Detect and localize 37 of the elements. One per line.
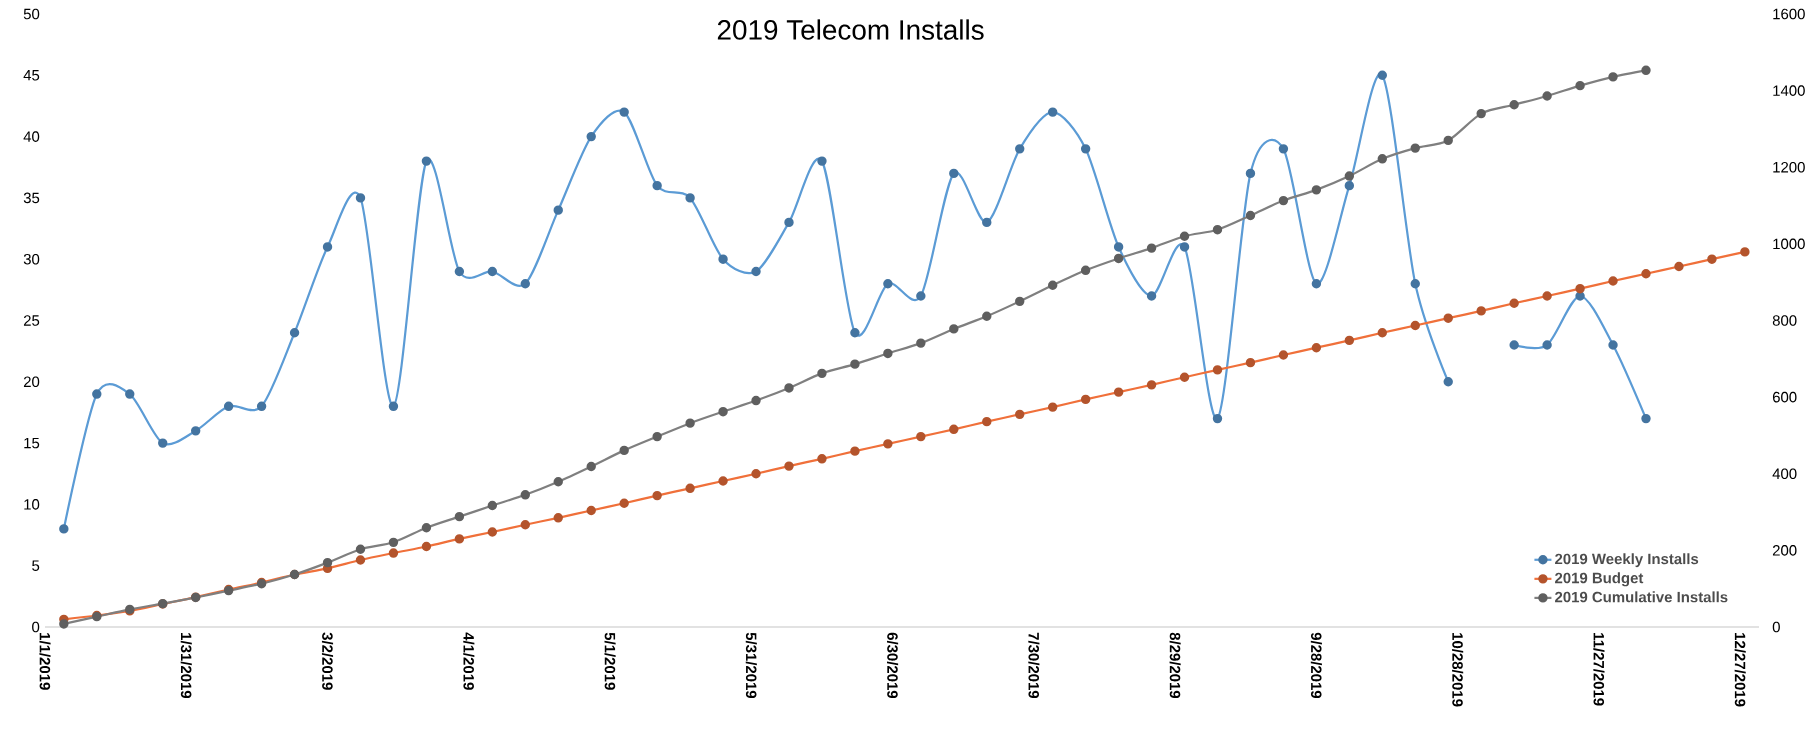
x-tick-label: 5/1/2019 bbox=[604, 632, 616, 690]
y-tick-label: 25 bbox=[23, 315, 40, 326]
y-tick-label: 30 bbox=[23, 253, 40, 265]
x-tick-label: 6/30/2019 bbox=[887, 632, 899, 699]
legend-label: 2019 Budget bbox=[1555, 572, 1644, 587]
y2-tick-label: 1400 bbox=[1773, 85, 1805, 96]
y2-tick-label: 1600 bbox=[1773, 8, 1805, 20]
y-tick-label: 40 bbox=[23, 131, 40, 142]
y-tick-label: 35 bbox=[23, 192, 40, 204]
y-tick-label: 0 bbox=[32, 621, 40, 633]
y2-tick-label: 1200 bbox=[1773, 161, 1805, 173]
legend-label: 2019 Weekly Installs bbox=[1555, 553, 1699, 568]
chart-title: 2019 Telecom Installs bbox=[717, 19, 984, 40]
y2-tick-label: 800 bbox=[1772, 315, 1797, 326]
y-tick-label: 45 bbox=[23, 70, 40, 81]
y-tick-label: 20 bbox=[23, 376, 40, 388]
legend-label: 2019 Cumulative Installs bbox=[1555, 591, 1728, 603]
x-tick-label: 1/1/2019 bbox=[39, 633, 51, 690]
x-tick-label: 4/1/2019 bbox=[463, 632, 475, 690]
x-tick-label: 11/27/2019 bbox=[1593, 633, 1605, 706]
y2-tick-label: 200 bbox=[1772, 545, 1797, 556]
x-tick-label: 1/31/2019 bbox=[180, 633, 192, 699]
x-tick-label: 8/29/2019 bbox=[1169, 632, 1181, 699]
y2-tick-label: 600 bbox=[1772, 391, 1797, 403]
y-tick-label: 10 bbox=[24, 499, 40, 510]
y-tick-label: 50 bbox=[23, 8, 40, 20]
x-tick-label: 9/28/2019 bbox=[1310, 632, 1322, 699]
y-tick-label: 5 bbox=[32, 560, 40, 571]
y-tick-label: 15 bbox=[24, 437, 40, 449]
x-tick-label: 12/27/2019 bbox=[1734, 633, 1746, 707]
x-tick-label: 5/31/2019 bbox=[745, 632, 757, 699]
x-tick-label: 7/30/2019 bbox=[1028, 632, 1040, 699]
y2-tick-label: 0 bbox=[1772, 621, 1780, 633]
x-tick-label: 10/28/2019 bbox=[1452, 633, 1464, 707]
y2-tick-label: 400 bbox=[1772, 468, 1797, 480]
x-tick-label: 3/2/2019 bbox=[321, 632, 334, 690]
y2-tick-label: 1000 bbox=[1773, 238, 1805, 250]
